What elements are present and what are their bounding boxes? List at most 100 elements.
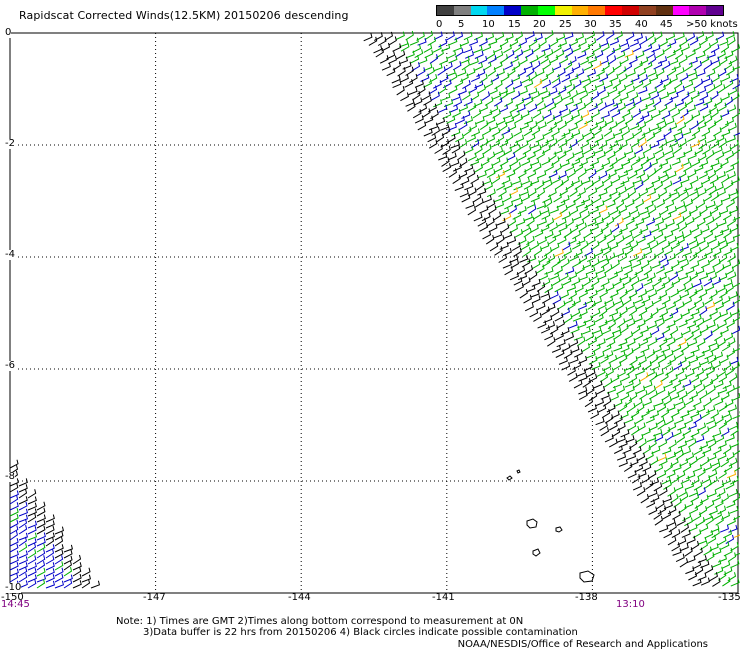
wind-barb	[506, 236, 517, 245]
wind-barb	[727, 572, 737, 582]
wind-barb	[545, 162, 554, 172]
wind-barb	[27, 513, 37, 523]
wind-barb	[434, 144, 443, 154]
wind-barb	[428, 85, 438, 95]
wind-barb	[699, 357, 709, 366]
wind-barb	[697, 134, 707, 143]
wind-barb	[632, 445, 642, 455]
wind-barb	[715, 151, 725, 161]
wind-barb	[606, 234, 616, 245]
wind-barb	[551, 127, 560, 137]
wind-barb	[717, 49, 726, 59]
wind-barb	[551, 156, 560, 166]
wind-barb	[533, 246, 543, 256]
wind-barb	[54, 567, 64, 577]
wind-barb	[460, 176, 470, 186]
wind-barb	[634, 398, 643, 408]
wind-barb	[438, 104, 448, 113]
wind-barb	[695, 350, 705, 360]
wind-barb	[27, 567, 37, 577]
wind-barb	[692, 464, 702, 473]
wind-barb	[9, 550, 19, 559]
wind-barb	[492, 109, 501, 119]
wind-barb	[377, 36, 387, 46]
wind-barb	[666, 403, 676, 412]
wind-barb	[681, 91, 690, 102]
wind-barb	[590, 140, 599, 150]
wind-barb	[709, 543, 719, 551]
wind-barb	[634, 283, 644, 293]
wind-barb	[495, 68, 505, 77]
wind-barb	[721, 193, 731, 202]
wind-barb	[733, 278, 740, 288]
wind-barb	[727, 271, 737, 280]
wind-barb	[696, 405, 706, 414]
wind-barb	[585, 133, 595, 142]
wind-barb	[692, 247, 702, 257]
wind-barb	[665, 416, 674, 426]
wind-barb	[727, 552, 737, 562]
wind-barb	[676, 216, 685, 226]
wind-barb	[657, 403, 667, 413]
wind-barb	[666, 32, 676, 41]
wind-barb	[36, 543, 46, 553]
wind-barb	[667, 536, 677, 546]
wind-barb	[633, 314, 643, 323]
wind-barb	[699, 441, 709, 450]
wind-barb	[413, 97, 423, 106]
wind-barb	[429, 54, 439, 64]
wind-barb	[561, 343, 571, 352]
wind-barb	[586, 30, 595, 40]
wind-barb	[521, 93, 531, 102]
wind-barb	[728, 372, 738, 383]
wind-barb	[692, 43, 702, 52]
wind-barb	[585, 180, 594, 190]
wind-barb	[728, 205, 738, 214]
wind-barb	[601, 326, 611, 335]
wind-barb	[622, 445, 632, 454]
wind-barb	[699, 523, 709, 533]
wind-barb	[428, 103, 437, 113]
wind-barb	[578, 273, 588, 281]
wind-barb	[569, 139, 578, 149]
wind-barb	[605, 99, 615, 108]
wind-barb	[680, 342, 689, 353]
wind-barb	[690, 409, 700, 418]
wind-barb	[450, 158, 460, 167]
wind-barb	[643, 247, 653, 257]
wind-barb	[631, 474, 641, 484]
wind-barb	[519, 121, 529, 131]
wind-barb	[567, 236, 577, 245]
wind-barb	[9, 490, 19, 499]
wind-barb	[593, 146, 604, 154]
wind-barb	[485, 32, 495, 41]
wind-barb	[565, 133, 574, 143]
wind-barb	[18, 556, 28, 565]
wind-barb	[693, 414, 702, 424]
wind-barb	[45, 520, 55, 529]
wind-barb	[655, 151, 665, 161]
wind-barb	[685, 266, 695, 275]
wind-barb	[626, 365, 635, 376]
wind-barb	[651, 109, 661, 119]
wind-barb	[428, 122, 439, 131]
wind-barb	[705, 301, 715, 310]
wind-barb	[477, 84, 486, 94]
wind-barb	[666, 337, 676, 347]
legend-swatch	[655, 6, 673, 15]
wind-barb	[521, 277, 531, 287]
wind-barb	[707, 135, 717, 144]
wind-barb	[45, 544, 55, 553]
wind-barb	[697, 537, 707, 545]
wind-barb	[619, 306, 628, 317]
wind-barb	[501, 127, 511, 136]
wind-barb	[703, 115, 713, 125]
wind-barb	[543, 127, 553, 136]
wind-barb	[681, 326, 691, 336]
wind-barb	[725, 283, 734, 294]
wind-barb	[662, 164, 672, 173]
wind-barb	[684, 283, 694, 292]
wind-barb	[657, 469, 667, 479]
wind-barb	[9, 525, 19, 535]
